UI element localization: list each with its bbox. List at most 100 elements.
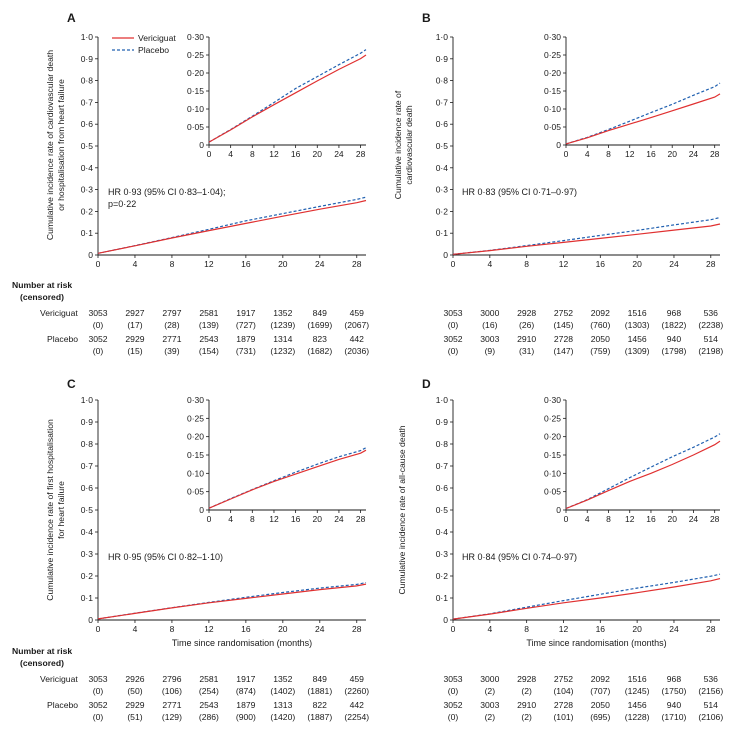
legend-label-placebo: Placebo — [138, 45, 169, 55]
hazard-ratio-annotation: HR 0·84 (95% CI 0·74–0·97) — [462, 552, 577, 562]
y-axis-label-line: Cumulative incidence rate of all-cause d… — [397, 425, 407, 594]
inset-y-tick-label: 0·25 — [544, 50, 561, 60]
risk-cell-placebo-censored: (31) — [519, 346, 534, 356]
main-y-tick-label: 0·3 — [436, 185, 449, 195]
main-y-tick-label: 0·7 — [436, 97, 449, 107]
risk-cell-vericiguat: 2092 — [591, 674, 610, 684]
risk-cell-placebo: 2050 — [591, 334, 610, 344]
y-axis-label-line: Cumulative incidence rate of — [393, 90, 403, 199]
inset-plot: 0 0·05 0·10 0·15 0·20 0·25 0·30 0 4 8 12 16 20 24 28 — [187, 395, 367, 524]
main-y-tick-label: 0·6 — [436, 119, 449, 129]
risk-row-label-placebo: Placebo — [47, 334, 78, 344]
risk-cell-vericiguat-censored: (1239) — [270, 320, 295, 330]
risk-table-header: Number at risk — [12, 646, 72, 656]
risk-cell-placebo: 3052 — [88, 700, 107, 710]
inset-y-tick-label: 0·05 — [544, 122, 561, 132]
inset-y-tick-label: 0·30 — [187, 32, 204, 42]
main-x-tick-label: 16 — [241, 259, 251, 269]
inset-y-tick-label: 0 — [199, 140, 204, 150]
inset-series-vericiguat — [565, 440, 721, 510]
inset-series-vericiguat — [208, 54, 367, 143]
risk-cell-placebo-censored: (900) — [236, 712, 256, 722]
risk-cell-placebo: 1456 — [628, 334, 647, 344]
risk-cell-placebo-censored: (1232) — [270, 346, 295, 356]
inset-x-tick-label: 4 — [228, 514, 233, 524]
main-x-tick-label: 20 — [632, 624, 642, 634]
risk-cell-placebo: 3052 — [88, 334, 107, 344]
risk-cell-vericiguat: 2928 — [517, 674, 536, 684]
main-y-tick-label: 0·4 — [436, 163, 449, 173]
risk-cell-placebo-censored: (9) — [485, 346, 496, 356]
risk-cell-placebo: 2910 — [517, 334, 536, 344]
y-axis-label-line: for heart failure — [56, 481, 66, 539]
main-x-tick-label: 4 — [133, 624, 138, 634]
inset-x-tick-label: 16 — [646, 514, 656, 524]
risk-cell-placebo: 3052 — [443, 700, 462, 710]
risk-cell-placebo: 2910 — [517, 700, 536, 710]
inset-x-tick-label: 8 — [250, 514, 255, 524]
risk-table-header: Number at risk — [12, 280, 72, 290]
risk-cell-vericiguat: 2752 — [554, 674, 573, 684]
main-y-tick-label: 0·3 — [81, 185, 94, 195]
inset-y-tick-label: 0·15 — [544, 450, 561, 460]
main-y-tick-label: 0·3 — [436, 549, 449, 559]
main-x-tick-label: 28 — [352, 259, 362, 269]
risk-cell-vericiguat: 3000 — [480, 308, 499, 318]
panel-letter: C — [67, 377, 76, 391]
risk-cell-vericiguat-censored: (1402) — [270, 686, 295, 696]
inset-x-tick-label: 28 — [710, 149, 720, 159]
inset-y-tick-label: 0·20 — [187, 68, 204, 78]
main-y-tick-label: 0·8 — [436, 439, 449, 449]
inset-x-tick-label: 20 — [313, 149, 323, 159]
panel-b: B 0 0·1 0·2 0·3 0·4 0·5 0·6 0·7 0·8 0·9 1·0 0 4 8 12 16 2… — [393, 11, 723, 356]
risk-cell-vericiguat: 2581 — [199, 308, 218, 318]
inset-y-tick-label: 0 — [556, 140, 561, 150]
risk-cell-vericiguat-censored: (2) — [485, 686, 496, 696]
panel-c: C 0 0·1 0·2 0·3 0·4 0·5 0·6 0·7 0·8 0·9 1·0 0 4 8 12 16 2… — [12, 377, 369, 722]
risk-cell-placebo: 3052 — [443, 334, 462, 344]
risk-cell-placebo-censored: (286) — [199, 712, 219, 722]
risk-cell-placebo-censored: (2106) — [698, 712, 723, 722]
risk-cell-vericiguat: 459 — [350, 674, 365, 684]
risk-row-label-vericiguat: Vericiguat — [40, 674, 78, 684]
inset-x-tick-label: 24 — [334, 514, 344, 524]
risk-cell-placebo-censored: (39) — [164, 346, 179, 356]
risk-cell-placebo-censored: (2036) — [344, 346, 369, 356]
risk-cell-vericiguat: 1352 — [273, 308, 292, 318]
inset-y-tick-label: 0·20 — [544, 68, 561, 78]
inset-x-tick-label: 0 — [564, 149, 569, 159]
risk-cell-vericiguat-censored: (145) — [553, 320, 573, 330]
inset-y-tick-label: 0·25 — [544, 413, 561, 423]
main-y-tick-label: 0·8 — [81, 76, 94, 86]
main-y-tick-label: 0 — [443, 615, 448, 625]
inset-y-tick-label: 0·05 — [187, 487, 204, 497]
hazard-ratio-annotation: HR 0·93 (95% CI 0·83–1·04); — [108, 187, 226, 197]
inset-x-tick-label: 24 — [689, 514, 699, 524]
inset-x-tick-label: 20 — [667, 149, 677, 159]
risk-cell-placebo: 514 — [704, 700, 719, 710]
main-x-tick-label: 0 — [451, 624, 456, 634]
main-y-tick-label: 1·0 — [81, 395, 94, 405]
risk-cell-vericiguat-censored: (2) — [521, 686, 532, 696]
main-x-tick-label: 4 — [487, 624, 492, 634]
inset-x-tick-label: 12 — [269, 149, 279, 159]
inset-x-tick-label: 0 — [207, 149, 212, 159]
risk-cell-vericiguat: 536 — [704, 674, 719, 684]
y-axis-label-line: or hospitalisation from heart failure — [56, 79, 66, 211]
risk-cell-vericiguat: 2581 — [199, 674, 218, 684]
risk-cell-vericiguat-censored: (28) — [164, 320, 179, 330]
main-x-tick-label: 8 — [524, 259, 529, 269]
panel-letter: D — [422, 377, 431, 391]
inset-x-tick-label: 4 — [228, 149, 233, 159]
risk-cell-vericiguat-censored: (0) — [93, 686, 104, 696]
inset-plot: 0 0·05 0·10 0·15 0·20 0·25 0·30 0 4 8 12 16 20 24 28 — [544, 395, 721, 524]
main-x-tick-label: 16 — [241, 624, 251, 634]
main-y-tick-label: 0·9 — [436, 417, 449, 427]
inset-x-tick-label: 8 — [606, 514, 611, 524]
risk-cell-vericiguat: 1516 — [628, 674, 647, 684]
main-x-tick-label: 20 — [278, 624, 288, 634]
risk-cell-vericiguat: 849 — [313, 308, 328, 318]
inset-y-tick-label: 0·15 — [187, 86, 204, 96]
risk-cell-placebo-censored: (0) — [93, 712, 104, 722]
